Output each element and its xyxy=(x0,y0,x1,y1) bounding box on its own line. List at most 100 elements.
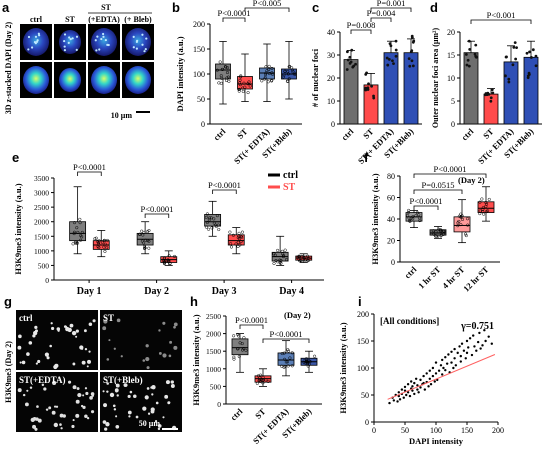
foci-spot xyxy=(63,49,67,52)
p-value-label: P<0.0001 xyxy=(410,196,443,206)
data-point xyxy=(282,73,286,77)
data-point xyxy=(238,243,242,247)
y-tick-label: 0 xyxy=(331,120,335,129)
nucleus-spot xyxy=(173,325,176,329)
data-point xyxy=(239,75,243,79)
foci-spot xyxy=(38,34,41,37)
data-point xyxy=(504,55,508,59)
box-1 xyxy=(429,229,447,236)
data-point xyxy=(267,71,271,76)
panel-letter: d xyxy=(430,0,438,15)
data-point xyxy=(225,66,229,70)
data-point xyxy=(274,258,278,263)
data-point xyxy=(307,257,311,261)
data-point xyxy=(93,237,97,241)
significance-bracket xyxy=(222,17,246,22)
data-point xyxy=(217,227,221,232)
data-point xyxy=(105,238,110,242)
image-tile xyxy=(16,310,98,370)
nucleus-spot xyxy=(108,339,111,342)
data-point xyxy=(142,230,146,234)
data-point xyxy=(236,244,240,249)
data-point xyxy=(408,64,412,68)
data-point xyxy=(237,234,241,238)
scatter-point xyxy=(476,340,480,344)
p-value-label: P<0.0001 xyxy=(270,329,303,339)
data-point xyxy=(534,54,538,58)
scatter-point xyxy=(425,372,428,375)
y-tick-label: 100 xyxy=(193,70,205,79)
scatter-point xyxy=(441,358,444,362)
y-tick-label: 50 xyxy=(361,391,369,400)
data-point xyxy=(345,50,349,54)
nucleus-spot xyxy=(69,323,74,328)
nucleus-spot xyxy=(71,330,77,336)
y-tick-label: 1000 xyxy=(34,247,49,256)
data-point xyxy=(141,233,145,237)
nucleus-spot xyxy=(173,322,178,327)
image-column-label: ctrl xyxy=(30,15,43,24)
nucleus-spot xyxy=(45,408,49,411)
nucleus-spot xyxy=(37,359,41,364)
data-point xyxy=(286,72,290,76)
y-tick-label: 0 xyxy=(365,418,369,427)
nucleus-spot xyxy=(86,365,89,368)
nucleus-spot xyxy=(82,405,86,409)
scatter-point xyxy=(444,356,447,359)
data-point xyxy=(280,351,284,356)
data-point xyxy=(74,241,79,245)
scatter-point xyxy=(402,396,405,399)
data-point xyxy=(240,230,244,234)
nucleus-spot xyxy=(46,356,50,360)
data-point xyxy=(167,254,171,258)
nucleus-image xyxy=(59,30,81,54)
legend-label: ST xyxy=(283,182,296,193)
data-point xyxy=(305,359,309,364)
data-point xyxy=(138,232,142,236)
scatter-point xyxy=(408,394,412,398)
nucleus-spot xyxy=(50,322,53,325)
p-value-label: P<0.0001 xyxy=(218,8,251,18)
nucleus-spot xyxy=(89,395,93,400)
nucleus-spot xyxy=(116,394,119,397)
data-point xyxy=(478,200,482,204)
data-point xyxy=(261,375,265,379)
nucleus-spot xyxy=(26,389,29,392)
data-point xyxy=(485,202,489,206)
image-column-label: (+EDTA) xyxy=(88,15,120,24)
x-tick-label: 150 xyxy=(461,426,473,435)
data-point xyxy=(256,374,260,378)
nucleus-spot xyxy=(144,395,149,400)
data-point xyxy=(485,209,490,213)
data-point xyxy=(534,64,538,68)
data-point xyxy=(146,230,150,234)
data-point xyxy=(409,216,413,220)
y-tick-label: 10 xyxy=(327,97,335,106)
y-axis-label: H3K9me3 intensity (a.u.) xyxy=(13,183,23,274)
foci-spot xyxy=(34,35,38,38)
data-point xyxy=(370,84,373,88)
data-point xyxy=(279,261,283,265)
panel-letter: c xyxy=(312,0,319,15)
scatter-point xyxy=(475,349,478,352)
data-point xyxy=(97,239,101,243)
data-point xyxy=(143,246,147,250)
y-tick-label: 3500 xyxy=(34,174,49,183)
scatter-point xyxy=(464,357,467,360)
data-point xyxy=(481,206,485,210)
scatter-point xyxy=(470,353,474,357)
scatter-point xyxy=(403,385,407,389)
scatter-point xyxy=(459,354,462,358)
nucleus-spot xyxy=(162,321,166,325)
data-point xyxy=(162,262,166,266)
data-point xyxy=(466,58,470,62)
data-point xyxy=(457,219,461,223)
significance-bracket xyxy=(244,7,290,12)
data-point xyxy=(263,76,267,80)
data-point xyxy=(504,74,507,78)
y-tick-label: 3000 xyxy=(34,189,49,198)
nucleus-spot xyxy=(162,416,165,419)
nucleus-spot xyxy=(113,347,116,350)
panel-letter: a xyxy=(2,0,10,15)
data-point xyxy=(225,70,230,75)
